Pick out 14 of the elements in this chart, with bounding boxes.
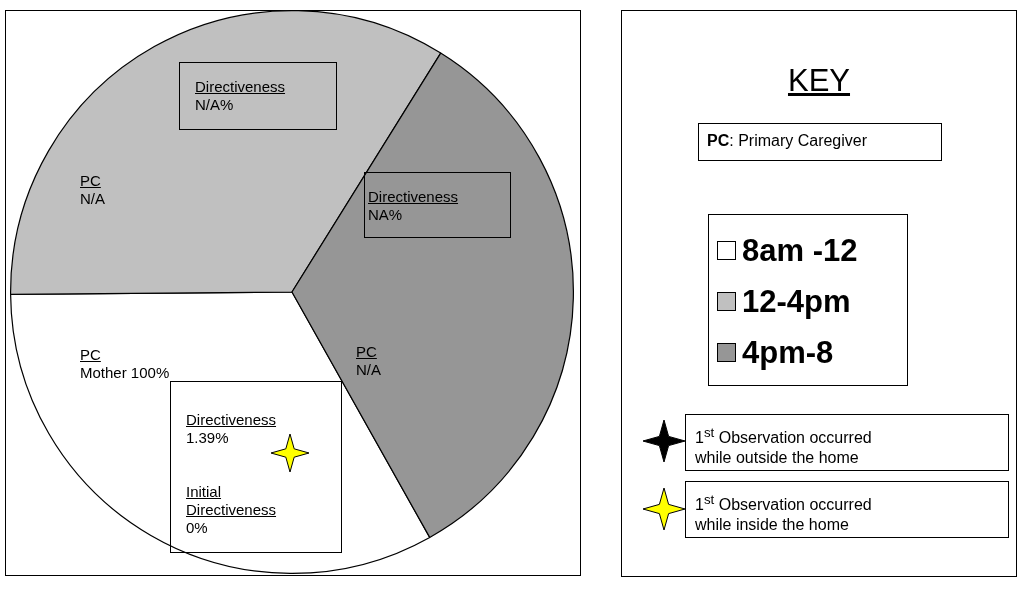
text: PC Mother 100%	[80, 346, 170, 382]
text: 1$^{st}$ Observation occurred while inside the home	[695, 491, 872, 536]
text: Directiveness NA%	[368, 188, 459, 224]
text: Initial Directiveness 0%	[186, 483, 277, 537]
legend-label: 12-4pm	[742, 283, 851, 320]
text: PC: Primary Caregiver	[707, 132, 868, 150]
text: PC N/A	[356, 343, 382, 379]
text: Directiveness N/A%	[195, 78, 286, 114]
text: Directiveness 1.39%	[186, 411, 277, 447]
legend-label: 4pm-8	[742, 334, 834, 371]
text: 1$^{st}$ Observation occurred while outside the home	[695, 424, 872, 469]
legend-label: 8am -12	[742, 232, 858, 269]
legend-title: KEY	[787, 63, 851, 99]
text: PC N/A	[80, 172, 106, 208]
